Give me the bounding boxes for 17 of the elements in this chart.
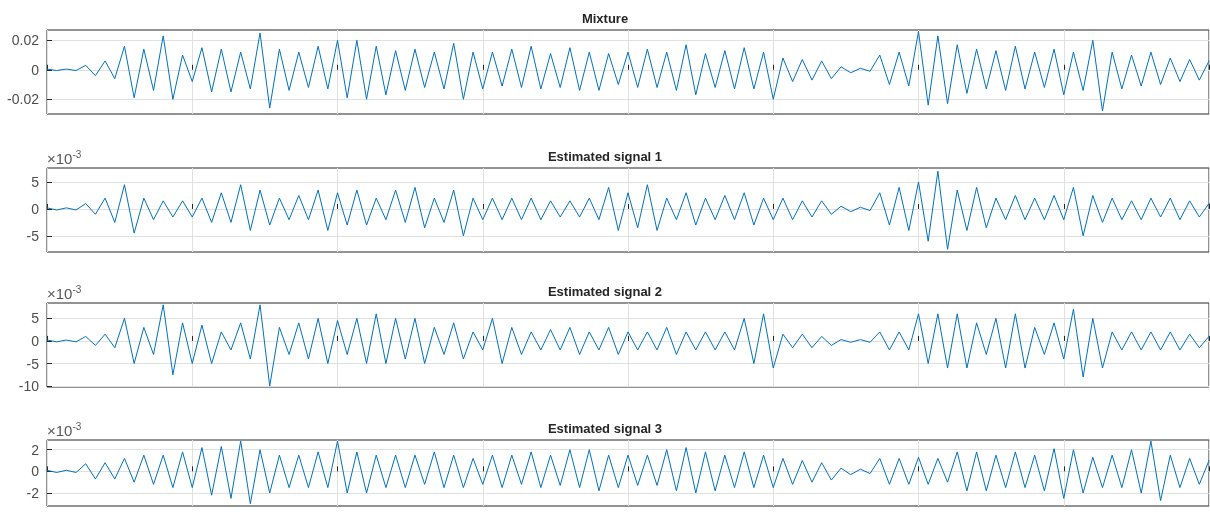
y-tick-label: 5: [31, 310, 40, 327]
chart-title: Mixture: [581, 11, 629, 26]
chart-title: Estimated signal 2: [547, 284, 663, 299]
y-tick-label: -2: [26, 485, 40, 502]
y-tick-label: 0: [31, 200, 40, 217]
chart-title: Estimated signal 1: [547, 149, 663, 164]
y-tick-label: 0: [31, 463, 40, 480]
y-tick-label: 2: [31, 441, 40, 458]
y-tick-label: 0: [31, 332, 40, 349]
y-tick-label: -5: [26, 227, 40, 244]
chart-title: Estimated signal 3: [547, 421, 663, 436]
y-tick-label: 0: [31, 61, 40, 78]
y-tick-label: -5: [26, 355, 40, 372]
y-tick-label: 5: [31, 174, 40, 190]
y-tick-label: -10: [18, 378, 40, 395]
y-tick-label: 0.02: [11, 32, 40, 49]
y-tick-label: -0.02: [7, 91, 40, 108]
